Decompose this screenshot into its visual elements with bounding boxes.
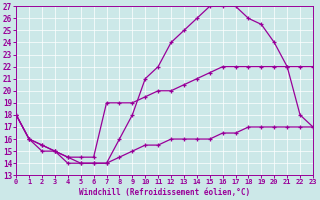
X-axis label: Windchill (Refroidissement éolien,°C): Windchill (Refroidissement éolien,°C) xyxy=(79,188,250,197)
